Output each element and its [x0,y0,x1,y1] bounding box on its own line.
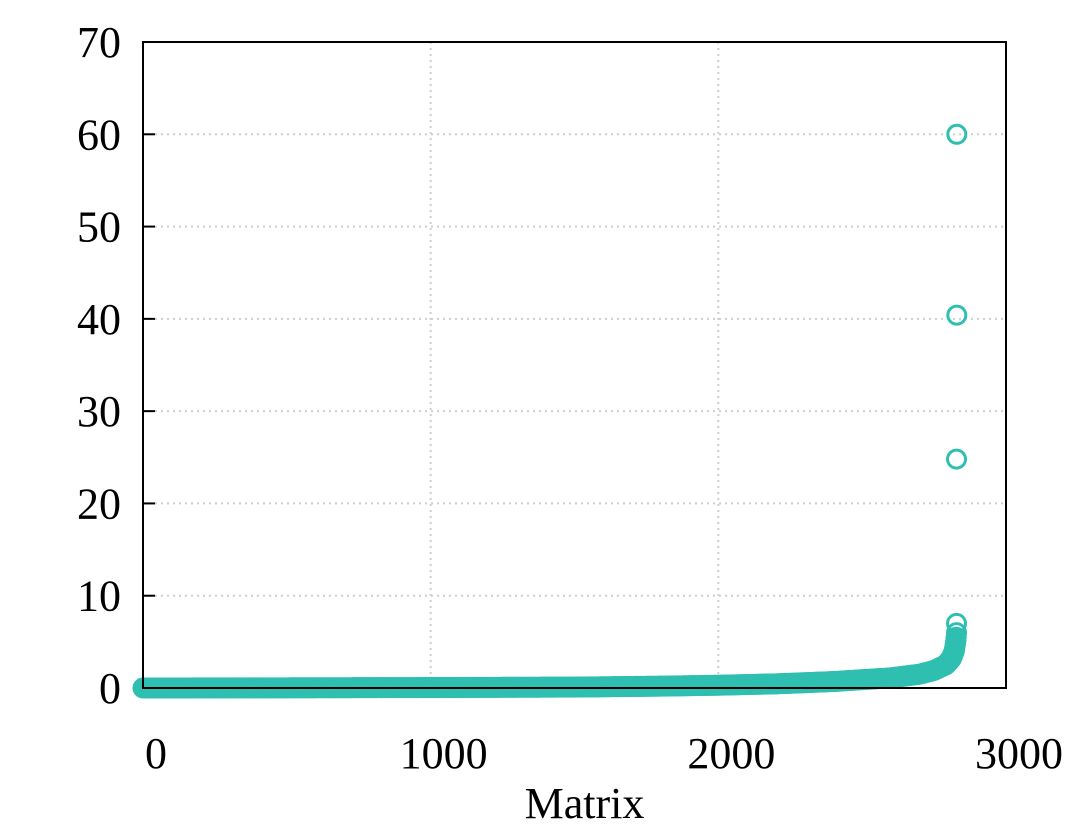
y-axis-tick-labels: 0 10 20 30 40 50 60 70 [77,18,121,713]
y-tick-label: 10 [77,572,121,621]
outlier-point [946,304,968,326]
y-tick-label: 60 [77,110,121,159]
outlier-point [946,123,968,145]
y-tick-label: 0 [99,664,121,713]
y-tick-label: 40 [77,295,121,344]
y-tick-label: 20 [77,479,121,528]
x-axis-label: Matrix [525,779,645,828]
outlier-point [946,612,968,634]
y-tick-label: 50 [77,203,121,252]
x-tick-label: 1000 [400,729,488,778]
x-tick-label: 0 [145,729,167,778]
plot-frame [142,41,1007,689]
x-tick-label: 2000 [687,729,775,778]
x-tick-label: 3000 [975,729,1063,778]
y-tick-label: 30 [77,387,121,436]
outlier-point [946,448,968,470]
grid [143,42,1006,688]
y-tick-label: 70 [77,18,121,67]
x-axis-tick-labels: 0 1000 2000 3000 [145,729,1063,778]
data-point [946,622,968,644]
axis-ticks [143,41,155,689]
